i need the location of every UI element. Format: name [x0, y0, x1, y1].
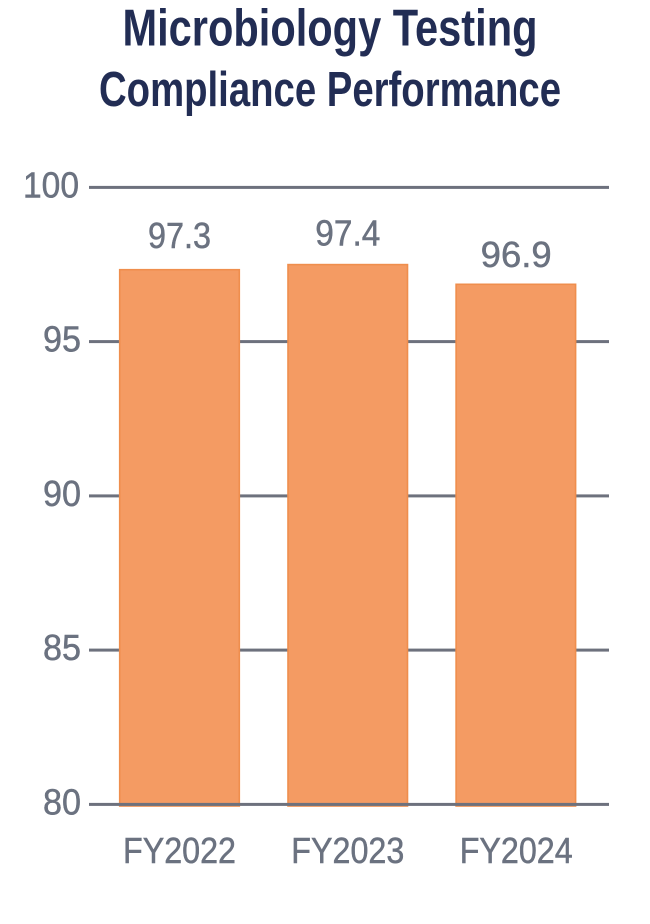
- svg-text:FY2024: FY2024: [460, 830, 573, 871]
- svg-text:96.9: 96.9: [481, 234, 552, 275]
- svg-text:90: 90: [43, 473, 81, 514]
- svg-text:FY2023: FY2023: [291, 830, 404, 871]
- svg-text:Compliance Performance: Compliance Performance: [99, 63, 561, 117]
- svg-text:85: 85: [43, 627, 81, 668]
- svg-text:80: 80: [43, 781, 81, 822]
- svg-text:97.3: 97.3: [148, 215, 211, 256]
- svg-text:FY2022: FY2022: [123, 830, 236, 871]
- svg-text:97.4: 97.4: [315, 212, 380, 253]
- svg-text:100: 100: [23, 164, 79, 205]
- svg-text:Microbiology Testing: Microbiology Testing: [123, 0, 538, 58]
- svg-text:95: 95: [43, 319, 81, 360]
